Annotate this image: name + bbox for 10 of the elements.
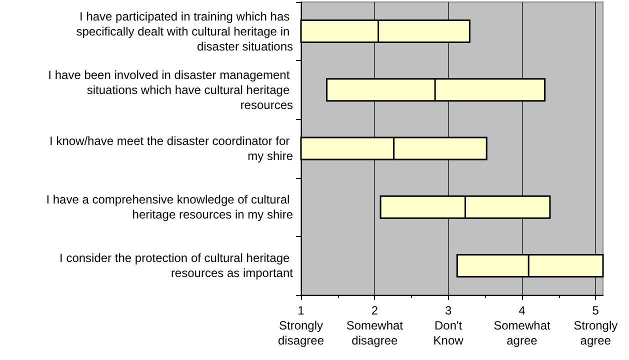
y-tick-label: I know/have meet the disaster coordinator for my shire [50, 134, 294, 163]
y-tick-label: I have participated in training which has specifically dealt with cultural heritage in disaster situations [76, 9, 293, 54]
x-tick-label: 2 Somewhat disagree [346, 304, 404, 348]
x-tick-label: 5 Strongly agree [574, 304, 618, 348]
x-tick-label: 1 Strongly disagree [278, 304, 324, 348]
x-tick-label: 4 Somewhat agree [494, 304, 551, 348]
y-tick-label: I have been involved in disaster management situations which have cultural heritage resources [48, 68, 293, 112]
y-tick-label: I consider the protection of cultural heritage resources as important [60, 251, 294, 280]
y-tick-label: I have a comprehensive knowledge of cultural heritage resources in my shire [46, 192, 294, 222]
x-tick-label: 3 Don't Know [433, 304, 464, 348]
